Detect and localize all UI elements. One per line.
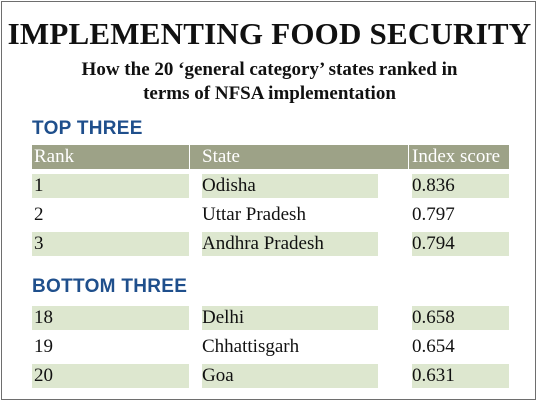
table-row: 18 Delhi 0.658 [32, 306, 509, 330]
table-row: 1 Odisha 0.836 [32, 174, 509, 198]
section-heading-top: TOP THREE [32, 118, 143, 139]
cell-state: Uttar Pradesh [202, 204, 306, 225]
chart-subtitle: How the 20 ‘general category’ states ran… [0, 58, 539, 106]
table-row: 3 Andhra Pradesh 0.794 [32, 232, 509, 256]
table-header-row: Rank State Index score [32, 145, 509, 169]
cell-rank: 19 [34, 336, 53, 357]
cell-rank: 1 [32, 174, 189, 198]
cell-score: 0.797 [412, 204, 455, 225]
cell-rank: 3 [32, 232, 189, 256]
header-state: State [190, 145, 408, 169]
header-rank: Rank [32, 145, 189, 169]
cell-rank: 2 [34, 204, 44, 225]
table-row: 2 Uttar Pradesh 0.797 [32, 203, 509, 227]
table-row: 20 Goa 0.631 [32, 364, 509, 388]
cell-rank: 20 [32, 364, 189, 388]
chart-title: IMPLEMENTING FOOD SECURITY [7, 16, 532, 51]
cell-state: Chhattisgarh [202, 336, 300, 357]
section-heading-bottom: BOTTOM THREE [32, 276, 188, 297]
cell-score: 0.836 [412, 174, 509, 198]
table-row: 19 Chhattisgarh 0.654 [32, 335, 509, 359]
cell-score: 0.631 [412, 364, 509, 388]
subtitle-line-1: How the 20 ‘general category’ states ran… [81, 59, 458, 80]
cell-score: 0.658 [412, 306, 509, 330]
header-score: Index score [409, 145, 509, 169]
cell-score: 0.654 [412, 336, 455, 357]
cell-state: Delhi [202, 306, 378, 330]
cell-state: Odisha [202, 174, 378, 198]
cell-rank: 18 [32, 306, 189, 330]
cell-state: Andhra Pradesh [202, 232, 378, 256]
cell-state: Goa [202, 364, 378, 388]
cell-score: 0.794 [412, 232, 509, 256]
subtitle-line-2: terms of NFSA implementation [143, 83, 396, 104]
